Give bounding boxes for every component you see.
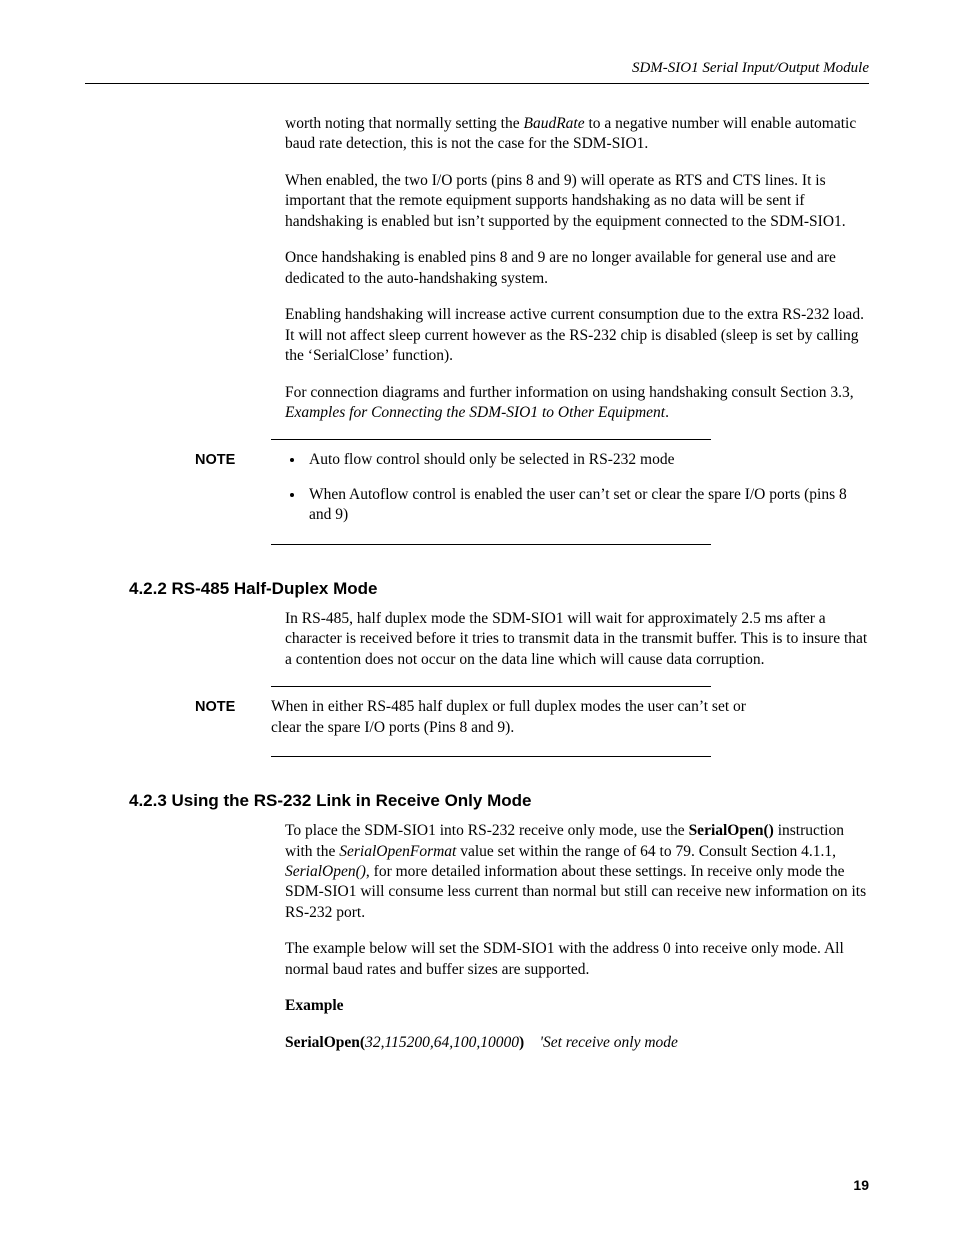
italic-term: SerialOpenFormat (339, 843, 456, 860)
body-text-block-2: In RS-485, half duplex mode the SDM-SIO1… (285, 609, 869, 670)
note-block-1: NOTE Auto flow control should only be se… (85, 439, 869, 544)
example-label: Example (285, 996, 869, 1016)
text: . (665, 404, 669, 421)
paragraph: For connection diagrams and further info… (285, 383, 869, 424)
note-bullet-list: Auto flow control should only be selecte… (271, 450, 869, 525)
italic-reference: Examples for Connecting the SDM-SIO1 to … (285, 404, 665, 421)
note-list-item: Auto flow control should only be selecte… (305, 450, 869, 470)
code-spacing (524, 1034, 540, 1051)
note-text: When in either RS-485 half duplex or ful… (271, 697, 869, 738)
bold-heading: Example (285, 997, 344, 1014)
text: , for more detailed information about th… (285, 863, 866, 921)
text: value set within the range of 64 to 79. … (456, 843, 836, 860)
note-label: NOTE (195, 697, 271, 738)
note-list-item: When Autoflow control is enabled the use… (305, 485, 869, 526)
paragraph: Once handshaking is enabled pins 8 and 9… (285, 248, 869, 289)
text: Auto flow control should only be selecte… (309, 451, 675, 468)
page-number: 19 (853, 1177, 869, 1193)
text: To place the SDM-SIO1 into RS-232 receiv… (285, 822, 689, 839)
paragraph: To place the SDM-SIO1 into RS-232 receiv… (285, 821, 869, 923)
code-comment: 'Set receive only mode (540, 1034, 678, 1051)
section-heading-422: 4.2.2 RS-485 Half-Duplex Mode (129, 579, 869, 599)
running-header: SDM-SIO1 Serial Input/Output Module (85, 60, 869, 77)
header-rule (85, 83, 869, 84)
italic-term: SerialOpen() (285, 863, 366, 880)
body-text-block-1: worth noting that normally setting the B… (285, 114, 869, 423)
bold-term: SerialOpen() (689, 822, 774, 839)
text: When Autoflow control is enabled the use… (309, 486, 847, 523)
code-italic-args: 32,115200,64,100,10000 (365, 1034, 519, 1051)
paragraph: worth noting that normally setting the B… (285, 114, 869, 155)
note-rule-bottom (271, 544, 711, 545)
note-rule-top (271, 439, 711, 440)
paragraph: Enabling handshaking will increase activ… (285, 305, 869, 366)
paragraph: In RS-485, half duplex mode the SDM-SIO1… (285, 609, 869, 670)
text: For connection diagrams and further info… (285, 384, 854, 401)
note-rule-bottom (271, 756, 711, 757)
code-bold: SerialOpen( (285, 1034, 365, 1051)
paragraph: When enabled, the two I/O ports (pins 8 … (285, 171, 869, 232)
body-text-block-3: To place the SDM-SIO1 into RS-232 receiv… (285, 821, 869, 1053)
note-label: NOTE (195, 450, 271, 525)
paragraph: The example below will set the SDM-SIO1 … (285, 939, 869, 980)
italic-term: BaudRate (524, 115, 585, 132)
text: worth noting that normally setting the (285, 115, 524, 132)
code-example-line: SerialOpen(32,115200,64,100,10000) 'Set … (285, 1033, 869, 1053)
page-container: SDM-SIO1 Serial Input/Output Module wort… (0, 0, 954, 1109)
note-block-2: NOTE When in either RS-485 half duplex o… (85, 686, 869, 757)
section-heading-423: 4.2.3 Using the RS-232 Link in Receive O… (129, 791, 869, 811)
note-rule-top (271, 686, 711, 687)
